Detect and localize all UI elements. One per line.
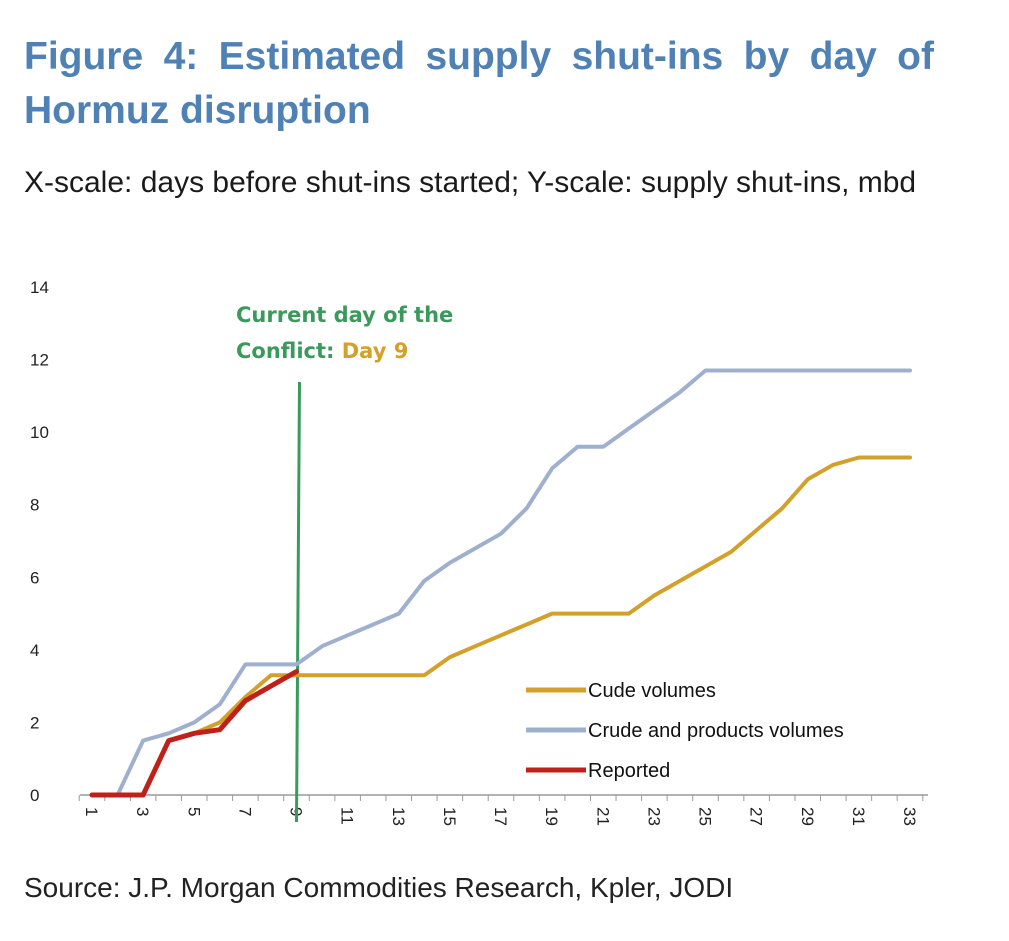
current-day-label-line2: Conflict: Day 9 xyxy=(236,339,408,363)
x-tick-label: 27 xyxy=(747,807,766,826)
y-tick-label: 2 xyxy=(30,713,39,732)
chart-title: Figure 4: Estimated supply shut-ins by d… xyxy=(24,35,934,132)
x-tick-label: 13 xyxy=(389,807,408,826)
current-day-marker-line xyxy=(295,381,301,823)
legend-label-crude-and-products-volumes: Crude and products volumes xyxy=(588,720,844,742)
y-tick-label: 6 xyxy=(30,568,39,587)
legend-label-cude-volumes: Cude volumes xyxy=(588,680,716,702)
series-line-reported xyxy=(89,669,299,798)
y-tick-label: 10 xyxy=(30,423,49,442)
legend: Cude volumes Crude and products volumes Re… xyxy=(526,680,844,782)
x-tick-label: 1 xyxy=(82,807,101,816)
series-line-crude-and-products-volumes xyxy=(90,368,912,797)
legend-label-reported: Reported xyxy=(588,760,670,782)
chart-subtitle: X-scale: days before shut-ins started; Y… xyxy=(24,166,917,199)
source-note: Source: J.P. Morgan Commodities Research… xyxy=(24,872,734,903)
x-tick-label: 21 xyxy=(593,807,612,826)
x-tick-label: 25 xyxy=(696,807,715,826)
current-day-label-line1: Current day of the xyxy=(236,303,453,327)
y-tick-label: 8 xyxy=(30,496,39,515)
current-day-label-prefix: Conflict: xyxy=(236,339,342,363)
x-tick-label: 5 xyxy=(184,807,203,816)
x-tick-label: 33 xyxy=(900,807,919,826)
x-tick-label: 31 xyxy=(849,807,868,826)
x-tick-label: 29 xyxy=(798,807,817,826)
current-day-annotation: Current day of the Conflict: Day 9 xyxy=(236,303,453,823)
series-line-cude-volumes xyxy=(90,455,912,797)
x-tick-label: 19 xyxy=(542,807,561,826)
x-tick-label: 3 xyxy=(133,807,152,816)
x-tick-label: 15 xyxy=(440,807,459,826)
x-tick-label: 17 xyxy=(491,807,510,826)
series-group xyxy=(89,368,912,798)
x-axis: 13579111315171921232527293133 xyxy=(78,794,928,826)
y-tick-label: 12 xyxy=(30,351,49,370)
y-tick-label: 4 xyxy=(30,641,39,660)
x-tick-label: 23 xyxy=(644,807,663,826)
x-tick-label: 11 xyxy=(338,807,357,825)
y-axis: 0 2 4 6 8 10 12 14 xyxy=(30,278,49,805)
y-tick-label: 14 xyxy=(30,278,49,297)
y-tick-label: 0 xyxy=(30,786,39,805)
x-tick-label: 7 xyxy=(235,807,254,816)
current-day-label-highlight: Day 9 xyxy=(342,339,409,363)
